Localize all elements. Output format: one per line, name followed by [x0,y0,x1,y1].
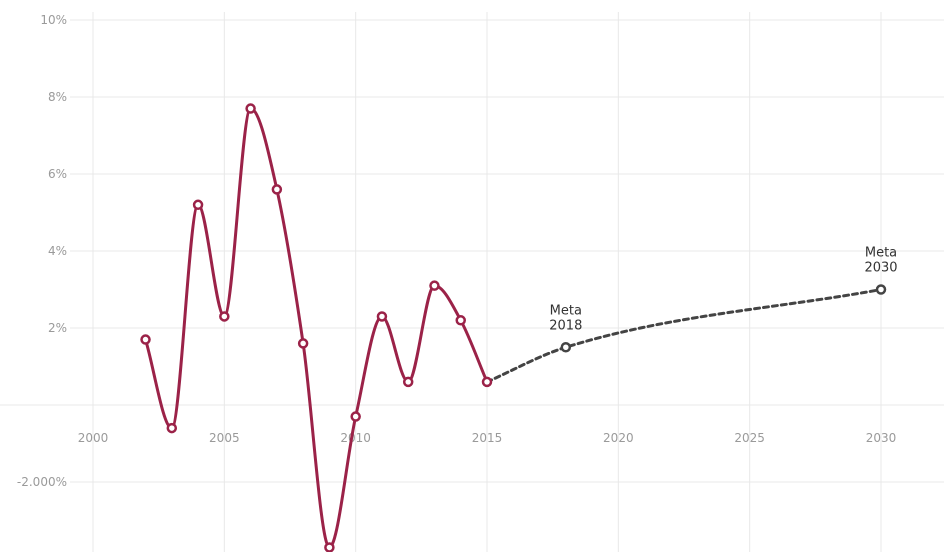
data-points [140,103,887,552]
y-tick-label: -2.000% [17,475,67,489]
y-tick-label: 10% [40,13,67,27]
annotation-label: Meta [865,246,897,261]
data-point [402,376,414,388]
x-tick-label: 2025 [734,431,765,445]
data-point [376,311,388,322]
x-tick-label: 2010 [340,431,371,445]
data-point [297,338,309,349]
axis-ticks: 2000 2005 2010 2015 2020 2025 2030 10% 8% 6% 4% 2% -… [17,13,896,489]
annotation-year: 2030 [864,261,897,276]
data-point [455,315,466,326]
data-point [219,311,230,322]
data-point [192,199,204,211]
target-point [560,342,572,353]
target-line [485,288,883,384]
data-point [481,376,493,388]
annotation-label: Meta [550,303,582,318]
x-tick-label: 2005 [209,431,240,445]
grid [0,12,944,552]
annotation-year: 2018 [549,318,582,333]
y-tick-label: 2% [48,321,67,335]
x-tick-label: 2000 [78,431,109,445]
data-point [140,334,151,345]
x-tick-label: 2020 [603,431,634,445]
data-point [245,103,256,114]
data-point [166,422,178,434]
x-tick-label: 2015 [472,431,503,445]
target-point [875,284,887,295]
data-point [429,280,440,291]
y-tick-label: 4% [48,244,67,258]
y-tick-label: 6% [48,167,67,181]
data-point [350,411,361,422]
x-tick-label: 2030 [866,431,897,445]
y-tick-label: 8% [48,90,67,104]
data-point [271,184,283,195]
data-point [324,542,335,552]
